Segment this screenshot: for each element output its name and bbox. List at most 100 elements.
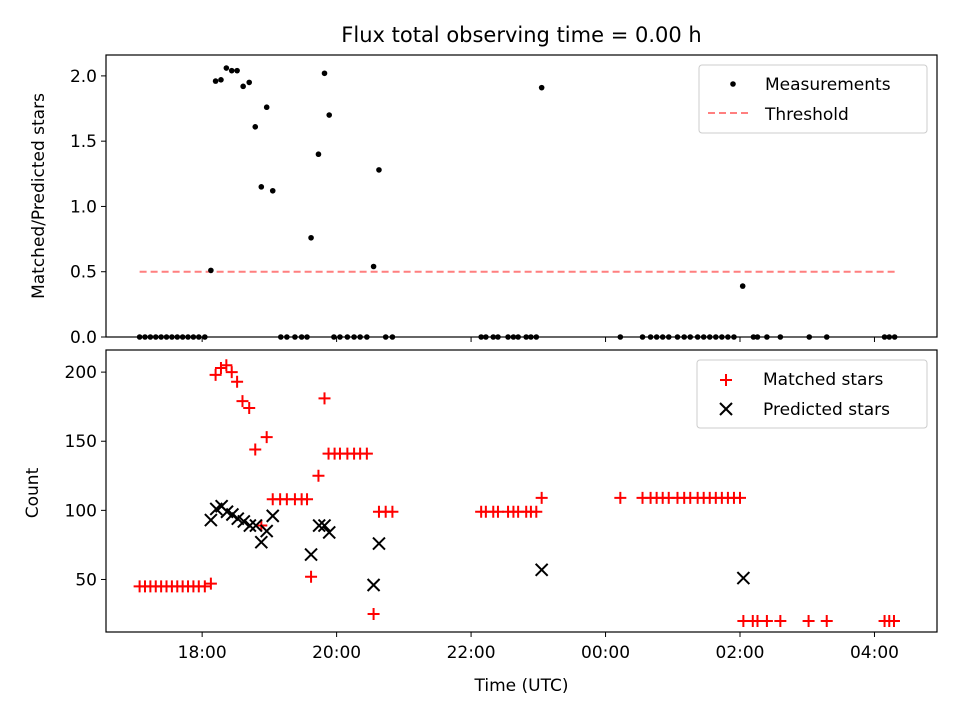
measurement-point bbox=[739, 283, 746, 289]
predicted-star-point bbox=[372, 536, 386, 551]
predicted-star-point bbox=[366, 578, 381, 592]
legend-predicted-marker bbox=[719, 402, 733, 416]
count-x-tick-label: 22:00 bbox=[447, 643, 496, 663]
matched-star-point bbox=[243, 402, 256, 415]
measurement-point bbox=[538, 84, 545, 91]
measurement-point bbox=[246, 79, 253, 86]
measurement-point bbox=[240, 83, 246, 90]
matched-star-point bbox=[305, 570, 318, 583]
matched-star-point bbox=[535, 491, 548, 504]
matched-star-point bbox=[260, 431, 273, 444]
matched-star-point bbox=[225, 366, 238, 379]
measurement-point bbox=[228, 67, 235, 74]
measurement-point bbox=[223, 65, 230, 71]
legend-measurement-marker bbox=[730, 81, 736, 87]
ratio-x-ticks bbox=[201, 337, 875, 342]
matched-star-point bbox=[236, 395, 249, 408]
count-y-tick-label: 200 bbox=[65, 363, 97, 383]
chart-title: Flux total observing time = 0.00 h bbox=[341, 23, 701, 47]
measurement-point bbox=[321, 70, 328, 77]
matched-star-point bbox=[367, 608, 380, 621]
measurement-point bbox=[263, 104, 270, 111]
measurement-point bbox=[234, 67, 240, 74]
measurement-point bbox=[370, 263, 377, 270]
ratio-y-axis: 0.0 0.5 1.0 1.5 2.0 bbox=[70, 67, 106, 348]
matched-star-point bbox=[491, 505, 504, 518]
predicted-star-point bbox=[317, 518, 332, 533]
predicted-star-point bbox=[266, 509, 280, 523]
count-legend-box bbox=[696, 359, 928, 429]
count-x-tick-label: 20:00 bbox=[312, 643, 361, 663]
count-y-tick-label: 150 bbox=[65, 432, 97, 452]
measurement-point bbox=[258, 184, 265, 190]
legend-matched-label: Matched stars bbox=[763, 370, 883, 390]
ratio-panel: 0.00.51.01.52.0 Matched/Predicted stars … bbox=[29, 54, 938, 348]
matched-star-point bbox=[360, 447, 373, 460]
count-x-tick-label: 00:00 bbox=[581, 643, 630, 663]
predicted-star-point bbox=[243, 518, 257, 533]
measurement-point bbox=[326, 112, 333, 118]
predicted-star-point bbox=[304, 547, 318, 562]
measurement-point bbox=[252, 124, 259, 130]
predicted-star-point bbox=[249, 518, 263, 533]
ratio-y-tick-label: 0.0 bbox=[70, 328, 97, 348]
count-y-tick-label: 100 bbox=[65, 501, 97, 521]
count-panel-frame bbox=[105, 349, 938, 633]
ratio-panel-frame bbox=[105, 54, 938, 338]
count-x-tick-label: 18:00 bbox=[178, 643, 227, 663]
legend-measurements-label: Measurements bbox=[765, 75, 891, 95]
predicted-star-point bbox=[254, 535, 269, 549]
count-y-tick-label: 50 bbox=[75, 570, 97, 590]
ratio-legend-box bbox=[698, 64, 928, 134]
ratio-y-axis-label: Matched/Predicted stars bbox=[29, 93, 49, 299]
predicted-star-point bbox=[534, 563, 549, 577]
count-y-axis: 50 100 150 200 bbox=[65, 363, 106, 590]
ratio-y-tick-label: 0.5 bbox=[70, 263, 97, 283]
ratio-legend: Measurements Threshold bbox=[698, 64, 928, 134]
count-points-layer bbox=[133, 359, 900, 627]
count-x-tick-label: 02:00 bbox=[716, 643, 765, 663]
measurement-point bbox=[315, 151, 322, 158]
matched-star-point bbox=[220, 359, 233, 372]
x-axis-label: Time (UTC) bbox=[474, 676, 569, 696]
matched-star-point bbox=[204, 577, 217, 590]
matched-star-point bbox=[214, 361, 227, 374]
measurement-point bbox=[269, 187, 276, 194]
legend-matched-marker bbox=[720, 374, 732, 386]
count-x-tick-label: 04:00 bbox=[850, 643, 899, 663]
count-x-axis: 18:00 20:00 22:00 00:00 02:00 04:00 bbox=[178, 632, 899, 663]
matched-star-point bbox=[301, 493, 314, 506]
measurement-point bbox=[308, 234, 314, 241]
ratio-y-tick-label: 2.0 bbox=[70, 67, 97, 87]
predicted-star-point bbox=[322, 525, 336, 540]
matched-star-point bbox=[820, 614, 833, 627]
legend-predicted-label: Predicted stars bbox=[763, 400, 890, 420]
matched-star-point bbox=[734, 491, 747, 504]
matched-star-point bbox=[386, 505, 399, 518]
matched-star-point bbox=[887, 614, 900, 627]
count-legend: Matched stars Predicted stars bbox=[696, 359, 928, 429]
legend-threshold-label: Threshold bbox=[764, 105, 849, 125]
ratio-y-tick-label: 1.5 bbox=[70, 132, 97, 152]
predicted-star-point bbox=[312, 518, 326, 533]
matched-star-point bbox=[198, 580, 211, 593]
count-y-axis-label: Count bbox=[23, 467, 43, 518]
matched-star-point bbox=[318, 392, 331, 405]
matched-star-point bbox=[312, 469, 325, 482]
measurement-point bbox=[212, 78, 219, 84]
matched-star-point bbox=[614, 491, 627, 504]
matched-star-point bbox=[249, 443, 262, 456]
measurement-point bbox=[376, 167, 382, 173]
matched-star-point bbox=[530, 505, 543, 518]
matched-star-point bbox=[760, 614, 773, 627]
matched-star-point bbox=[231, 375, 244, 388]
matched-star-point bbox=[802, 614, 815, 627]
predicted-star-point bbox=[204, 513, 218, 527]
predicted-star-point bbox=[736, 571, 751, 585]
measurement-point bbox=[218, 77, 224, 83]
matched-star-point bbox=[209, 368, 222, 381]
predicted-star-point bbox=[237, 514, 251, 529]
ratio-y-tick-label: 1.0 bbox=[70, 197, 97, 217]
count-panel: 50 100 150 200 18:00 20:00 22:00 00:00 02:00 04:… bbox=[23, 349, 938, 696]
